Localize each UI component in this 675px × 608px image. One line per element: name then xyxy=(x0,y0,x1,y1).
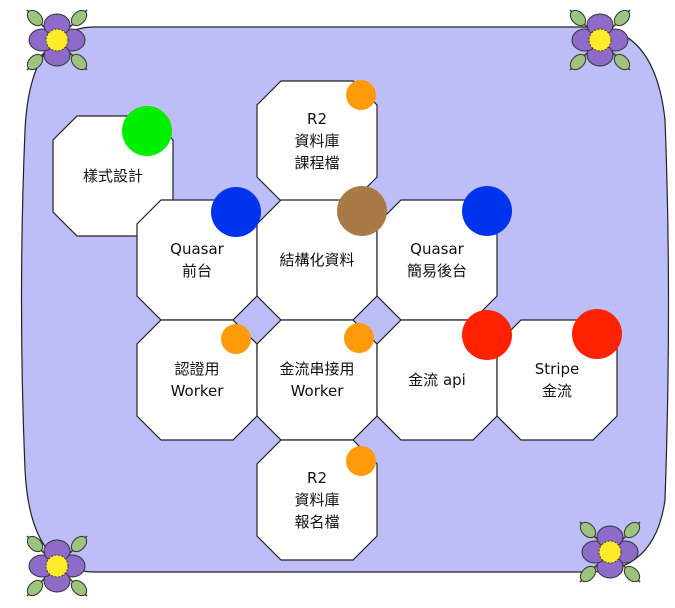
node-label-line: Quasar xyxy=(170,240,225,258)
node-label-line: 結構化資料 xyxy=(279,251,354,269)
node-label-line: 資料庫 xyxy=(294,132,339,150)
node-label-line: 金流 xyxy=(542,382,572,400)
node-label-line: 課程檔 xyxy=(294,154,339,172)
flower-leaf xyxy=(579,565,597,583)
flower-leaf xyxy=(26,535,44,553)
flower-center xyxy=(45,554,69,578)
node-label-line: Stripe xyxy=(535,360,580,378)
flower-leaf xyxy=(26,53,44,71)
flower-leaf xyxy=(70,9,88,27)
node-label-line: 認證用 xyxy=(174,360,219,378)
flower-leaf xyxy=(70,579,88,597)
node-label-line: R2 xyxy=(307,110,327,128)
node-label-line: Worker xyxy=(171,382,225,400)
status-dot-red xyxy=(572,309,622,359)
flower-leaf xyxy=(569,9,587,27)
node-label-line: 前台 xyxy=(182,262,212,280)
node-label-line: Worker xyxy=(291,382,345,400)
flower-icon xyxy=(26,535,88,597)
node-label-line: 報名檔 xyxy=(294,513,339,531)
node-label-line: 資料庫 xyxy=(294,491,339,509)
status-dot-orange xyxy=(344,323,374,353)
flower-leaf xyxy=(623,521,641,539)
flower-leaf xyxy=(579,521,597,539)
flower-leaf xyxy=(70,535,88,553)
flower-icon xyxy=(569,9,631,71)
flower-leaf xyxy=(26,9,44,27)
flower-leaf xyxy=(569,53,587,71)
status-dot-orange xyxy=(221,324,251,354)
status-dot-brown xyxy=(337,186,387,236)
flower-leaf xyxy=(623,565,641,583)
node-label-line: Quasar xyxy=(410,240,465,258)
status-dot-blue xyxy=(462,186,512,236)
flower-leaf xyxy=(70,53,88,71)
flower-leaf xyxy=(613,53,631,71)
status-dot-red xyxy=(462,310,512,360)
node-label-line: 金流 api xyxy=(408,371,466,389)
flower-icon xyxy=(26,9,88,71)
status-dot-green xyxy=(122,106,172,156)
flower-center xyxy=(588,28,612,52)
flower-center xyxy=(598,540,622,564)
node-label-line: R2 xyxy=(307,469,327,487)
node-label-line: 樣式設計 xyxy=(83,167,143,185)
status-dot-blue xyxy=(211,187,261,237)
node-label-line: 簡易後台 xyxy=(407,262,467,280)
node-label-line: 金流串接用 xyxy=(279,360,354,378)
status-dot-orange xyxy=(346,80,376,110)
flower-icon xyxy=(579,521,641,583)
status-dot-orange xyxy=(346,446,376,476)
flower-center xyxy=(45,28,69,52)
node-quasar-admin: Quasar 簡易後台 xyxy=(376,199,498,321)
flower-leaf xyxy=(26,579,44,597)
flower-leaf xyxy=(613,9,631,27)
